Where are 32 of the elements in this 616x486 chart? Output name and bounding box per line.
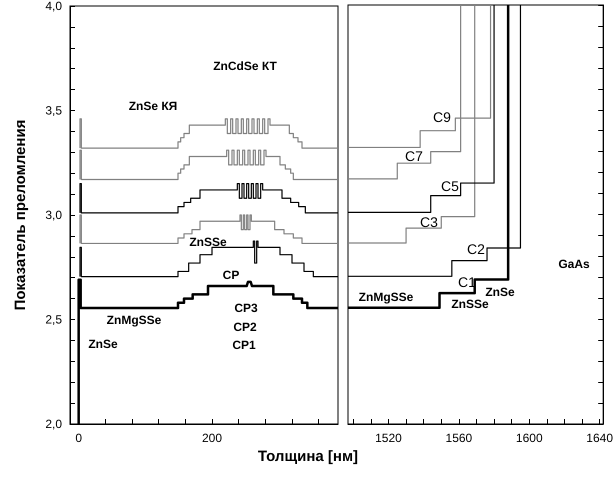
x-tick-label: 1600 — [516, 431, 543, 445]
annotation: ZnSe — [485, 285, 515, 299]
y-tick-label: 2,0 — [45, 417, 62, 431]
annotation: CP2 — [233, 320, 257, 334]
x-tick-label: 200 — [202, 431, 222, 445]
annotation: C2 — [467, 241, 486, 257]
y-tick-label: 3,5 — [45, 104, 62, 118]
y-axis-title: Показатель преломления — [12, 120, 29, 310]
x-tick-label: 1560 — [446, 431, 473, 445]
annotation: C5 — [441, 178, 460, 194]
y-tick-label: 2,5 — [45, 312, 62, 326]
annotation: ZnSSe — [451, 297, 489, 311]
annotation: ZnMgSSe — [358, 290, 414, 304]
annotation: C7 — [405, 148, 424, 164]
annotation: C3 — [420, 214, 438, 230]
x-tick-label: 1520 — [375, 431, 402, 445]
annotation: CP3 — [234, 301, 258, 315]
annotation: CP — [222, 268, 240, 282]
annotation: ZnCdSe КТ — [213, 59, 278, 73]
annotation: ZnMgSSe — [106, 313, 162, 327]
x-tick-label: 1640 — [586, 431, 614, 445]
x-axis-title: Толщина [нм] — [256, 448, 360, 465]
y-tick-label: 3,0 — [45, 208, 62, 222]
annotation: ZnSSe — [189, 235, 227, 249]
x-tick-label: 0 — [75, 431, 82, 445]
annotation: ZnSe КЯ — [128, 99, 178, 113]
annotation: GaAs — [558, 257, 590, 271]
annotation: C9 — [433, 109, 452, 125]
annotation: CP1 — [232, 338, 256, 352]
y-tick-label: 4,0 — [45, 0, 62, 13]
annotation: C1 — [458, 274, 476, 290]
annotation: ZnSe — [88, 337, 118, 351]
